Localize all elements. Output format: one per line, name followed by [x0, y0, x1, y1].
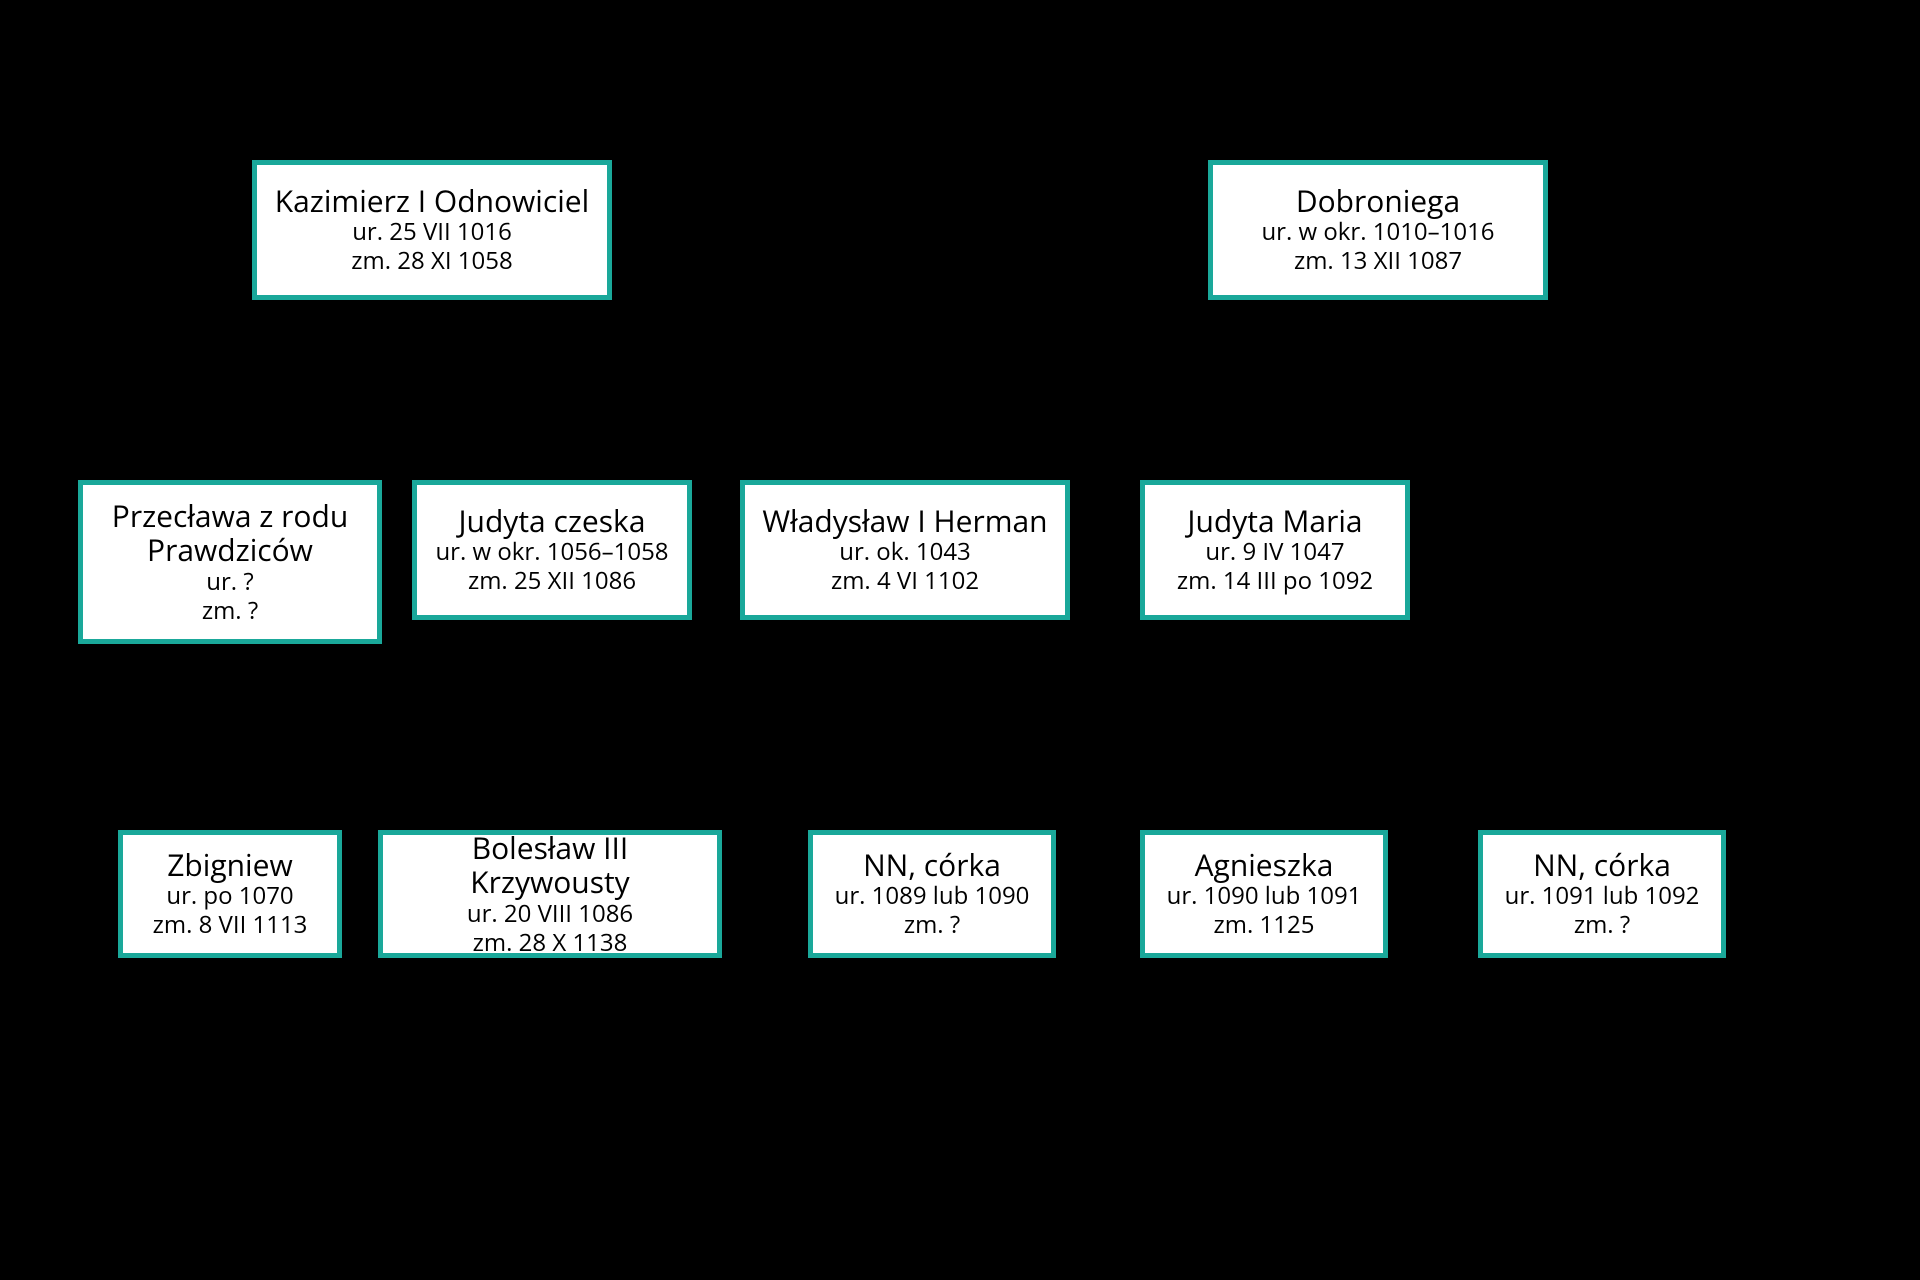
node-name: Przecława z roduPrawdziców	[112, 499, 348, 568]
node-born: ur. 1091 lub 1092	[1505, 882, 1700, 911]
node-born: ur. 25 VII 1016	[352, 218, 512, 247]
node-nn2: NN, córkaur. 1091 lub 1092zm. ?	[1478, 830, 1726, 958]
node-died: zm. 14 III po 1092	[1177, 567, 1373, 596]
node-born: ur. ok. 1043	[839, 538, 971, 567]
node-died: zm. ?	[1574, 911, 1630, 940]
node-name: Judyta Maria	[1187, 504, 1362, 539]
node-died: zm. 28 XI 1058	[351, 247, 512, 276]
node-name: NN, córka	[1533, 848, 1671, 883]
node-name: Władysław I Herman	[762, 504, 1047, 539]
node-died: zm. ?	[904, 911, 960, 940]
node-born: ur. 9 IV 1047	[1205, 538, 1344, 567]
node-born: ur. po 1070	[166, 882, 293, 911]
node-agnieszka: Agnieszkaur. 1090 lub 1091zm. 1125	[1140, 830, 1388, 958]
node-died: zm. 13 XII 1087	[1294, 247, 1462, 276]
node-died: zm. 25 XII 1086	[468, 567, 636, 596]
node-born: ur. w okr. 1056–1058	[435, 538, 668, 567]
node-dobroniega: Dobroniegaur. w okr. 1010–1016zm. 13 XII…	[1208, 160, 1548, 300]
node-name: Bolesław III Krzywousty	[393, 831, 707, 900]
node-name: Judyta czeska	[458, 504, 645, 539]
node-died: zm. ?	[202, 597, 258, 626]
node-name: Agnieszka	[1195, 848, 1334, 883]
node-przeclawa: Przecława z roduPrawdzicówur. ?zm. ?	[78, 480, 382, 644]
node-judytacz: Judyta czeskaur. w okr. 1056–1058zm. 25 …	[412, 480, 692, 620]
node-died: zm. 8 VII 1113	[153, 911, 308, 940]
node-died: zm. 4 VI 1102	[831, 567, 979, 596]
node-born: ur. 1089 lub 1090	[835, 882, 1030, 911]
node-died: zm. 1125	[1214, 911, 1315, 940]
node-name: Kazimierz I Odnowiciel	[275, 184, 589, 219]
node-born: ur. 1090 lub 1091	[1167, 882, 1362, 911]
node-name: NN, córka	[863, 848, 1001, 883]
node-died: zm. 28 X 1138	[473, 929, 628, 958]
node-judytam: Judyta Mariaur. 9 IV 1047zm. 14 III po 1…	[1140, 480, 1410, 620]
node-name: Dobroniega	[1296, 184, 1460, 219]
node-born: ur. w okr. 1010–1016	[1261, 218, 1494, 247]
node-nn1: NN, córkaur. 1089 lub 1090zm. ?	[808, 830, 1056, 958]
node-zbigniew: Zbigniewur. po 1070zm. 8 VII 1113	[118, 830, 342, 958]
node-born: ur. ?	[206, 568, 253, 597]
node-boleslaw: Bolesław III Krzywoustyur. 20 VIII 1086z…	[378, 830, 722, 958]
node-wladyslaw: Władysław I Hermanur. ok. 1043zm. 4 VI 1…	[740, 480, 1070, 620]
node-born: ur. 20 VIII 1086	[467, 900, 633, 929]
node-kazimierz: Kazimierz I Odnowicielur. 25 VII 1016zm.…	[252, 160, 612, 300]
node-name: Zbigniew	[167, 848, 292, 883]
